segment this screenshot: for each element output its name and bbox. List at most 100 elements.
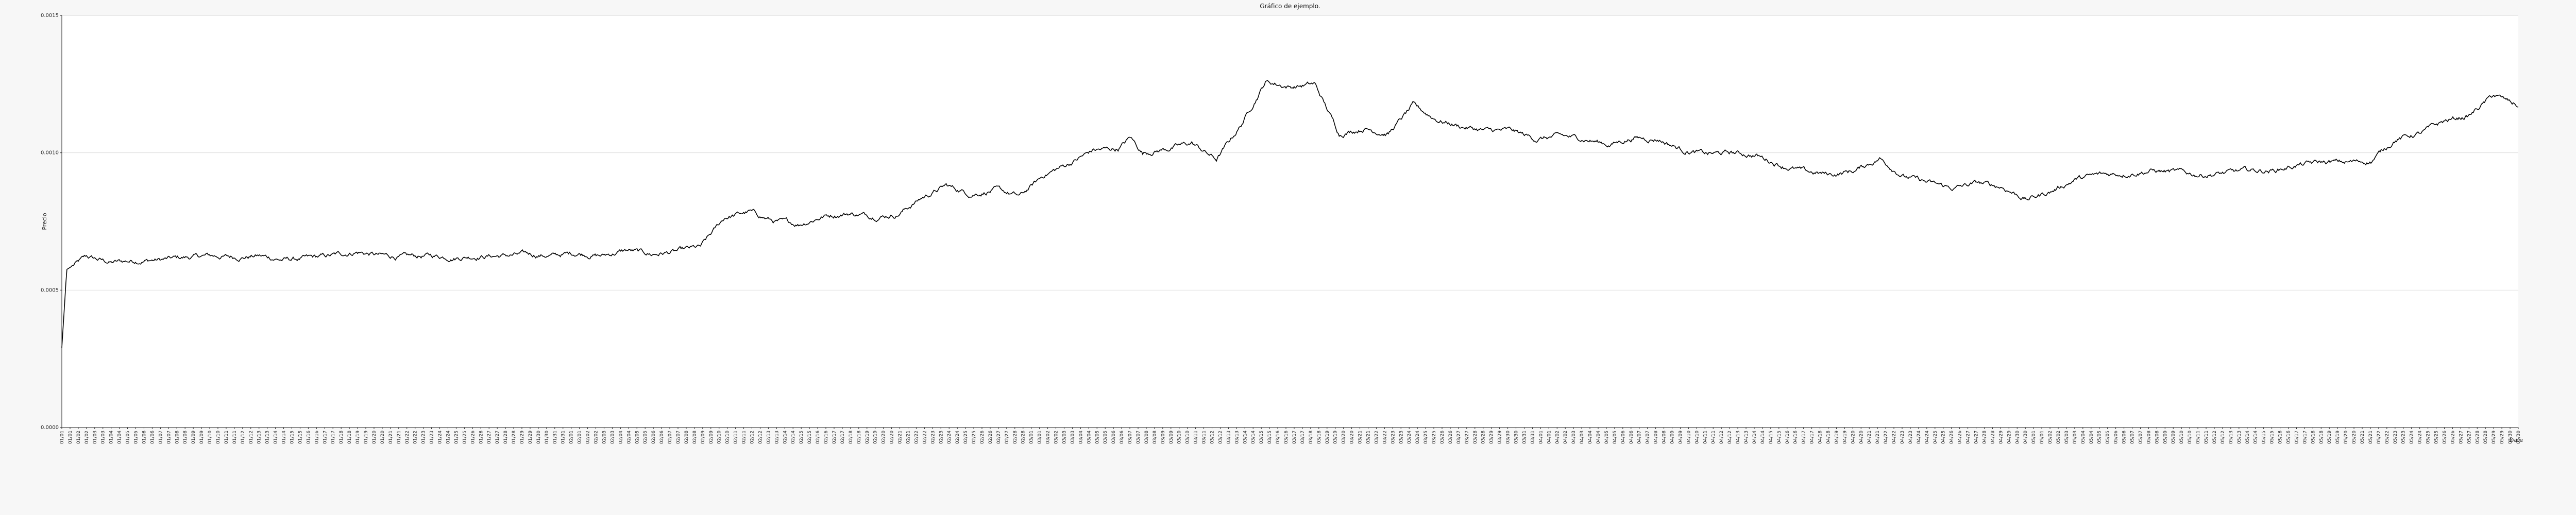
x-tick-label: 03/28 xyxy=(1481,431,1486,444)
x-tick-label: 04/20 xyxy=(1859,431,1864,444)
x-tick-label: 04/12 xyxy=(1727,431,1733,444)
y-tick-labels: 0.0000 0.0005 0.0010 0.0015 xyxy=(41,13,59,431)
x-tick-label: 02/16 xyxy=(824,431,829,444)
x-tick-label: 01/03 xyxy=(93,431,98,444)
x-tick-label: 04/25 xyxy=(1933,431,1938,444)
x-tick-label: 02/22 xyxy=(914,431,919,444)
x-tick-label: 05/24 xyxy=(2410,431,2415,444)
x-tick-label: 05/23 xyxy=(2393,431,2398,444)
x-tick-label: 04/30 xyxy=(2015,431,2020,444)
x-tick-label: 05/11 xyxy=(2204,431,2209,444)
x-tick-labels: 01/01 01/01 01/02 01/02 01/03 01/03 01/04 01/04… xyxy=(60,427,2521,444)
x-tick-label: 02/08 xyxy=(692,431,698,444)
x-tick-label: 01/19 xyxy=(355,431,361,444)
x-tick-label: 03/11 xyxy=(1202,431,1207,444)
x-tick-label: 02/06 xyxy=(651,431,656,444)
x-tick-label: 04/10 xyxy=(1694,431,1700,444)
x-tick-label: 02/14 xyxy=(791,431,796,444)
x-tick-label: 05/01 xyxy=(2040,431,2045,444)
x-tick-label: 01/03 xyxy=(101,431,106,444)
x-tick-label: 01/11 xyxy=(224,431,229,444)
x-tick-label: 01/06 xyxy=(150,431,155,444)
x-tick-label: 03/19 xyxy=(1325,431,1330,444)
x-tick-label: 01/24 xyxy=(446,431,451,444)
x-tick-label: 01/23 xyxy=(430,431,435,444)
x-tick-label: 05/13 xyxy=(2237,431,2242,444)
x-tick-label: 04/12 xyxy=(1719,431,1724,444)
price-series-line xyxy=(61,80,2519,348)
x-tick-label: 03/11 xyxy=(1194,431,1199,444)
x-tick-label: 04/21 xyxy=(1875,431,1880,444)
x-tick-label: 04/24 xyxy=(1925,431,1930,444)
x-tick-label: 02/15 xyxy=(807,431,812,444)
x-tick-label: 03/18 xyxy=(1317,431,1322,444)
x-tick-label: 05/12 xyxy=(2221,431,2226,444)
x-tick-label: 04/08 xyxy=(1654,431,1659,444)
x-tick-label: 05/26 xyxy=(2450,431,2455,444)
x-tick-label: 01/21 xyxy=(388,431,394,444)
x-tick-label: 03/20 xyxy=(1350,431,1355,444)
x-tick-label: 03/27 xyxy=(1456,431,1462,444)
x-tick-label: 03/17 xyxy=(1300,431,1306,444)
x-tick-label: 05/02 xyxy=(2056,431,2061,444)
x-tick-label: 01/30 xyxy=(545,431,550,444)
x-tick-label: 03/02 xyxy=(1054,431,1059,444)
x-tick-label: 04/01 xyxy=(1547,431,1552,444)
y-tick-label: 0.0010 xyxy=(41,150,59,156)
x-tick-label: 05/10 xyxy=(2188,431,2193,444)
x-tick-label: 05/12 xyxy=(2212,431,2217,444)
x-tick-label: 05/21 xyxy=(2360,431,2365,444)
x-tick-label: 02/16 xyxy=(816,431,821,444)
x-tick-label: 04/24 xyxy=(1917,431,1922,444)
x-tick-label: 03/21 xyxy=(1366,431,1371,444)
x-tick-label: 03/27 xyxy=(1465,431,1470,444)
x-tick-label: 01/07 xyxy=(158,431,163,444)
x-tick-label: 01/24 xyxy=(438,431,443,444)
x-tick-label: 04/23 xyxy=(1900,431,1905,444)
x-tick-label: 02/25 xyxy=(972,431,977,444)
x-tick-label: 02/17 xyxy=(840,431,845,444)
x-tick-label: 01/06 xyxy=(142,431,147,444)
x-tick-label: 01/20 xyxy=(380,431,385,444)
x-tick-label: 01/31 xyxy=(561,431,566,444)
x-tick-label: 05/04 xyxy=(2081,431,2086,444)
x-tick-label: 01/31 xyxy=(553,431,558,444)
x-tick-label: 04/23 xyxy=(1908,431,1913,444)
x-tick-label: 02/24 xyxy=(947,431,952,444)
x-tick-label: 04/07 xyxy=(1637,431,1642,444)
x-tick-label: 02/26 xyxy=(980,431,985,444)
x-tick-label: 03/01 xyxy=(1029,431,1035,444)
x-tick-label: 03/24 xyxy=(1407,431,1412,444)
x-tick-label: 02/09 xyxy=(701,431,706,444)
x-tick-label: 02/14 xyxy=(783,431,788,444)
x-tick-label: 02/01 xyxy=(578,431,583,444)
x-tick-label: 03/13 xyxy=(1234,431,1240,444)
x-tick-label: 03/20 xyxy=(1342,431,1347,444)
x-tick-label: 01/17 xyxy=(323,431,328,444)
x-tick-label: 04/17 xyxy=(1810,431,1815,444)
x-tick-label: 02/20 xyxy=(882,431,887,444)
x-tick-label: 04/04 xyxy=(1596,431,1601,444)
x-tick-label: 01/05 xyxy=(134,431,139,444)
x-tick-label: 05/25 xyxy=(2426,431,2431,444)
x-tick-label: 03/16 xyxy=(1276,431,1281,444)
x-tick-label: 02/28 xyxy=(1013,431,1018,444)
y-tick-label: 0.0000 xyxy=(41,425,59,431)
x-tick-label: 01/28 xyxy=(503,431,509,444)
x-tick-label: 02/05 xyxy=(643,431,648,444)
x-tick-label: 01/10 xyxy=(208,431,213,444)
x-tick-label: 01/13 xyxy=(265,431,270,444)
x-tick-label: 04/19 xyxy=(1842,431,1848,444)
x-tick-label: 03/10 xyxy=(1177,431,1182,444)
x-tick-label: 02/04 xyxy=(626,431,632,444)
x-tick-label: 04/22 xyxy=(1892,431,1897,444)
x-tick-label: 01/09 xyxy=(191,431,196,444)
x-tick-label: 04/11 xyxy=(1711,431,1716,444)
x-tick-label: 04/19 xyxy=(1834,431,1839,444)
x-tick-label: 04/06 xyxy=(1621,431,1626,444)
x-tick-label: 03/23 xyxy=(1391,431,1396,444)
axes xyxy=(60,15,2518,428)
x-tick-label: 04/26 xyxy=(1950,431,1955,444)
x-tick-label: 03/04 xyxy=(1087,431,1092,444)
